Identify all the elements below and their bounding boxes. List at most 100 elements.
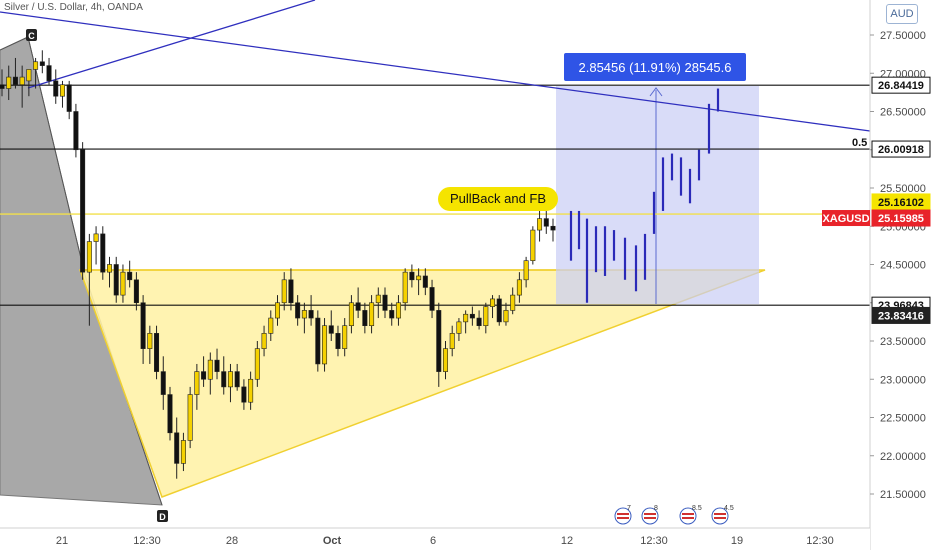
candle-body xyxy=(66,84,72,112)
candle-5 xyxy=(33,57,39,89)
candle-body xyxy=(107,264,113,273)
measure-label: 2.85456 (11.91%) 28545.6 xyxy=(564,53,746,81)
candle-body xyxy=(254,348,260,380)
candle-8 xyxy=(53,69,59,104)
econ-event-flag-2: 8.5 xyxy=(679,505,702,525)
candle-23 xyxy=(154,325,160,380)
candle-body xyxy=(194,371,200,395)
candles xyxy=(0,50,556,479)
candle-body xyxy=(274,302,280,319)
price-label-box xyxy=(871,306,931,324)
time-axis[interactable]: 21 12:30 28 Oct 6 12 12:30 19 12:30 xyxy=(56,535,834,547)
candle-body xyxy=(12,76,18,86)
flag-stripe xyxy=(682,517,694,519)
candle-32 xyxy=(214,348,220,380)
candle-body xyxy=(516,279,522,296)
candle-22 xyxy=(147,325,153,364)
candle-body xyxy=(19,76,25,86)
price-tick-label-9: 23.00000 xyxy=(880,374,926,386)
candle-body xyxy=(133,279,139,304)
candle-46 xyxy=(308,295,314,326)
candle-body xyxy=(315,317,321,365)
candle-76 xyxy=(510,287,516,315)
candle-body xyxy=(154,333,160,372)
candle-body xyxy=(362,310,368,326)
time-tick-label-8: 12:30 xyxy=(806,535,834,547)
price-tick-label-8: 23.50000 xyxy=(880,336,926,348)
trend-line-ascending[interactable] xyxy=(27,0,316,89)
candle-body xyxy=(436,310,442,372)
economic-events[interactable]: 7 8 8.5 4.5 xyxy=(614,505,734,525)
candle-body xyxy=(510,294,516,311)
candle-body xyxy=(234,371,240,388)
price-label-text: 25.16102 xyxy=(878,197,924,209)
point-c-label: C xyxy=(26,29,37,41)
candle-body xyxy=(160,371,166,395)
candle-body xyxy=(490,298,496,307)
candle-body xyxy=(335,333,341,349)
time-tick-label-2: 28 xyxy=(226,535,238,547)
candle-body xyxy=(342,325,348,349)
candle-10 xyxy=(66,80,72,120)
candle-38 xyxy=(254,341,260,387)
price-label-3: 25.15985 XAGUSD xyxy=(822,209,931,227)
candle-body xyxy=(422,275,428,288)
candle-43 xyxy=(288,268,294,311)
econ-event-value: 7 xyxy=(627,505,631,512)
econ-event-flag-0: 7 xyxy=(614,505,632,525)
candle-body xyxy=(402,271,408,304)
candle-41 xyxy=(274,295,280,326)
price-labels: 26.84419 26.00918 25.16102 25.15985 XAGUSD 23… xyxy=(822,76,931,324)
candle-body xyxy=(86,241,92,273)
measure-range-box[interactable] xyxy=(556,86,759,304)
candle-body xyxy=(348,302,354,327)
svg-text:C: C xyxy=(28,31,35,41)
candle-body xyxy=(295,302,301,319)
candle-body xyxy=(496,298,502,323)
price-tick-label-6: 24.50000 xyxy=(880,260,926,272)
time-tick-label-7: 19 xyxy=(731,535,743,547)
candle-2 xyxy=(12,57,18,89)
pullback-annotation-text: PullBack and FB xyxy=(450,191,546,206)
candle-31 xyxy=(207,352,213,395)
candle-body xyxy=(187,394,193,441)
candle-body xyxy=(389,310,395,319)
candle-body xyxy=(281,279,287,304)
candle-body xyxy=(167,394,173,434)
candle-body xyxy=(382,294,388,311)
candle-55 xyxy=(369,295,375,334)
candle-63 xyxy=(422,268,428,296)
pullback-annotation[interactable]: PullBack and FB xyxy=(438,187,558,211)
candle-50 xyxy=(335,325,341,357)
candle-80 xyxy=(537,210,543,242)
candle-56 xyxy=(375,287,381,319)
candle-68 xyxy=(456,318,462,341)
flag-stripe xyxy=(644,513,656,515)
candle-body xyxy=(268,317,274,334)
candle-66 xyxy=(442,341,448,380)
candle-body xyxy=(6,76,12,89)
candle-35 xyxy=(234,363,240,391)
candle-12 xyxy=(80,142,86,280)
candle-body xyxy=(429,287,435,311)
candle-72 xyxy=(483,302,489,334)
candle-30 xyxy=(201,356,207,387)
candle-body xyxy=(227,371,233,388)
candle-body xyxy=(369,302,375,327)
candle-0 xyxy=(0,69,5,97)
candle-body xyxy=(476,317,482,326)
candle-body xyxy=(523,260,529,281)
candle-24 xyxy=(160,356,166,410)
candle-59 xyxy=(395,295,401,326)
candle-61 xyxy=(409,264,415,288)
candle-body xyxy=(503,310,509,323)
flag-stripe xyxy=(682,513,694,515)
candle-44 xyxy=(295,295,301,326)
currency-button[interactable]: AUD xyxy=(886,4,918,24)
candle-body xyxy=(355,302,361,311)
symbol-tag-text: XAGUSD xyxy=(822,213,869,225)
candle-body xyxy=(375,294,381,304)
candle-7 xyxy=(46,57,52,85)
trend-line-descending[interactable] xyxy=(0,11,871,132)
